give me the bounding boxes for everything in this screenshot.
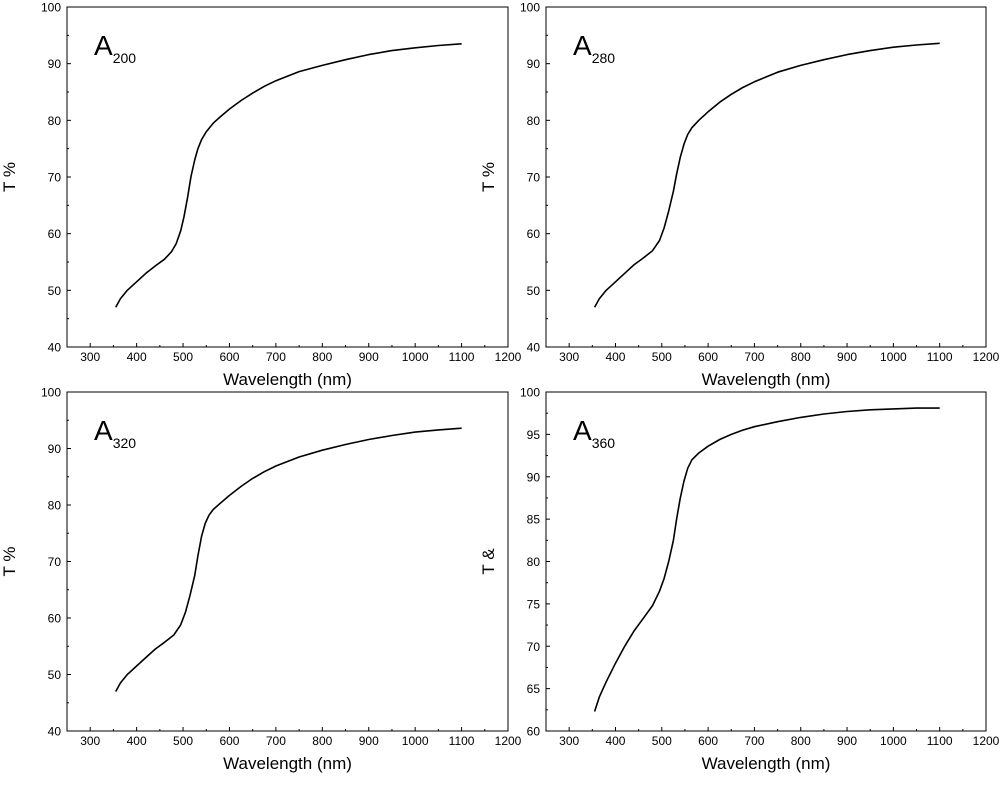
panel-a360: 300 400 500 600 700 800 900 1000 1100 1200 60 65 70 7… [479,386,1000,774]
x-axis-label-a320: Wavelength (nm) [223,754,352,773]
x-tick-label-a280-1000: 1000 [880,350,907,364]
x-tick-label-a280-1200: 1200 [973,350,1000,364]
x-tick-label-a360-600: 600 [698,734,718,748]
y-tick-label-a280-50: 50 [527,284,541,298]
y-tick-label-a360-100: 100 [520,386,540,400]
x-tick-label-a320-400: 400 [127,734,147,748]
x-tick-label-a280-500: 500 [652,350,672,364]
y-tick-label-a320-90: 90 [48,442,62,456]
panel-label-sub-a320: 320 [113,435,137,451]
series-line-a280 [593,42,940,308]
y-tick-label-a280-60: 60 [527,227,541,241]
x-tick-label-a280-400: 400 [605,350,625,364]
x-tick-label-a360-1100: 1100 [927,734,953,748]
y-tick-label-a200-100: 100 [41,1,61,15]
panel-label-main-a280: A [573,30,592,61]
x-tick-label-a360-900: 900 [837,734,857,748]
y-tick-label-a320-100: 100 [41,386,61,400]
y-tick-label-a200-90: 90 [48,57,62,71]
panel-label-a360: A360 [573,415,615,451]
y-tick-label-a200-50: 50 [48,284,62,298]
y-tick-label-a200-70: 70 [48,171,62,185]
panel-a320: 300 400 500 600 700 800 900 1000 1100 1200 40 50 60 7… [0,386,522,774]
y-tick-label-a360-60: 60 [527,725,541,739]
x-tick-label-a280-900: 900 [837,350,857,364]
x-tick-label-a360-400: 400 [605,734,625,748]
y-tick-label-a320-60: 60 [48,612,62,626]
x-tick-label-a320-900: 900 [359,734,379,748]
y-tick-label-a320-80: 80 [48,499,62,513]
series-line-a320 [114,427,462,692]
series-line-a360 [593,407,940,712]
y-tick-label-a360-70: 70 [527,640,541,654]
y-tick-label-a200-80: 80 [48,114,62,128]
x-tick-label-a280-300: 300 [559,350,579,364]
x-tick-label-a320-500: 500 [173,734,193,748]
x-tick-label-a280-1100: 1100 [927,350,953,364]
y-tick-label-a320-70: 70 [48,555,62,569]
x-tick-label-a200-300: 300 [80,350,100,364]
panel-a200: 300 400 500 600 700 800 900 1000 1100 1200 40 50 60 7… [0,1,522,390]
x-tick-label-a280-600: 600 [698,350,718,364]
x-tick-label-a280-700: 700 [744,350,764,364]
panel-label-main-a200: A [94,30,113,61]
x-tick-label-a280-800: 800 [791,350,811,364]
x-tick-label-a200-600: 600 [219,350,239,364]
y-tick-label-a360-65: 65 [527,682,541,696]
x-tick-label-a320-800: 800 [312,734,332,748]
y-tick-label-a360-80: 80 [527,555,541,569]
panel-a280: 300 400 500 600 700 800 900 1000 1100 1200 40 50 60 7… [479,1,1000,390]
y-tick-label-a280-40: 40 [527,341,541,355]
x-tick-label-a200-1000: 1000 [402,350,429,364]
series-line-a200 [114,43,462,308]
panel-label-a200: A200 [94,30,136,66]
x-tick-label-a360-700: 700 [744,734,764,748]
x-tick-label-a320-600: 600 [219,734,239,748]
x-tick-label-a320-700: 700 [266,734,286,748]
y-tick-label-a280-80: 80 [527,114,541,128]
x-tick-label-a360-300: 300 [559,734,579,748]
y-axis-label-a200: T % [0,162,19,192]
x-tick-label-a200-1200: 1200 [495,350,522,364]
x-tick-label-a360-1000: 1000 [880,734,907,748]
x-tick-label-a200-900: 900 [359,350,379,364]
x-axis-label-a200: Wavelength (nm) [223,370,352,389]
y-tick-label-a360-90: 90 [527,470,541,484]
y-tick-label-a280-70: 70 [527,171,541,185]
x-tick-label-a320-1200: 1200 [495,734,522,748]
x-tick-label-a360-500: 500 [652,734,672,748]
panel-label-sub-a200: 200 [113,50,137,66]
x-tick-label-a200-800: 800 [312,350,332,364]
y-tick-label-a360-95: 95 [527,428,541,442]
x-tick-label-a200-1100: 1100 [449,350,475,364]
x-tick-label-a200-500: 500 [173,350,193,364]
y-tick-label-a200-60: 60 [48,227,62,241]
x-tick-label-a320-1000: 1000 [402,734,429,748]
panel-label-sub-a280: 280 [592,50,616,66]
y-tick-label-a360-75: 75 [527,597,541,611]
panel-label-a320: A320 [94,415,136,451]
x-tick-label-a360-1200: 1200 [973,734,1000,748]
y-tick-label-a280-100: 100 [520,1,540,15]
y-tick-label-a320-40: 40 [48,725,62,739]
panel-label-sub-a360: 360 [592,435,616,451]
y-tick-label-a320-50: 50 [48,668,62,682]
y-tick-label-a360-85: 85 [527,513,541,527]
y-tick-label-a280-90: 90 [527,57,541,71]
x-tick-label-a200-400: 400 [127,350,147,364]
y-axis-label-a360: T & [479,548,498,575]
panel-label-main-a360: A [573,415,592,446]
panel-label-a280: A280 [573,30,615,66]
x-tick-label-a320-1100: 1100 [449,734,475,748]
x-axis-label-a360: Wavelength (nm) [702,754,831,773]
y-axis-label-a320: T % [0,547,19,577]
panel-label-main-a320: A [94,415,113,446]
y-tick-label-a200-40: 40 [48,341,62,355]
x-tick-label-a200-700: 700 [266,350,286,364]
x-tick-label-a320-300: 300 [80,734,100,748]
x-tick-label-a360-800: 800 [791,734,811,748]
x-axis-label-a280: Wavelength (nm) [702,370,831,389]
y-axis-label-a280: T % [479,162,498,192]
